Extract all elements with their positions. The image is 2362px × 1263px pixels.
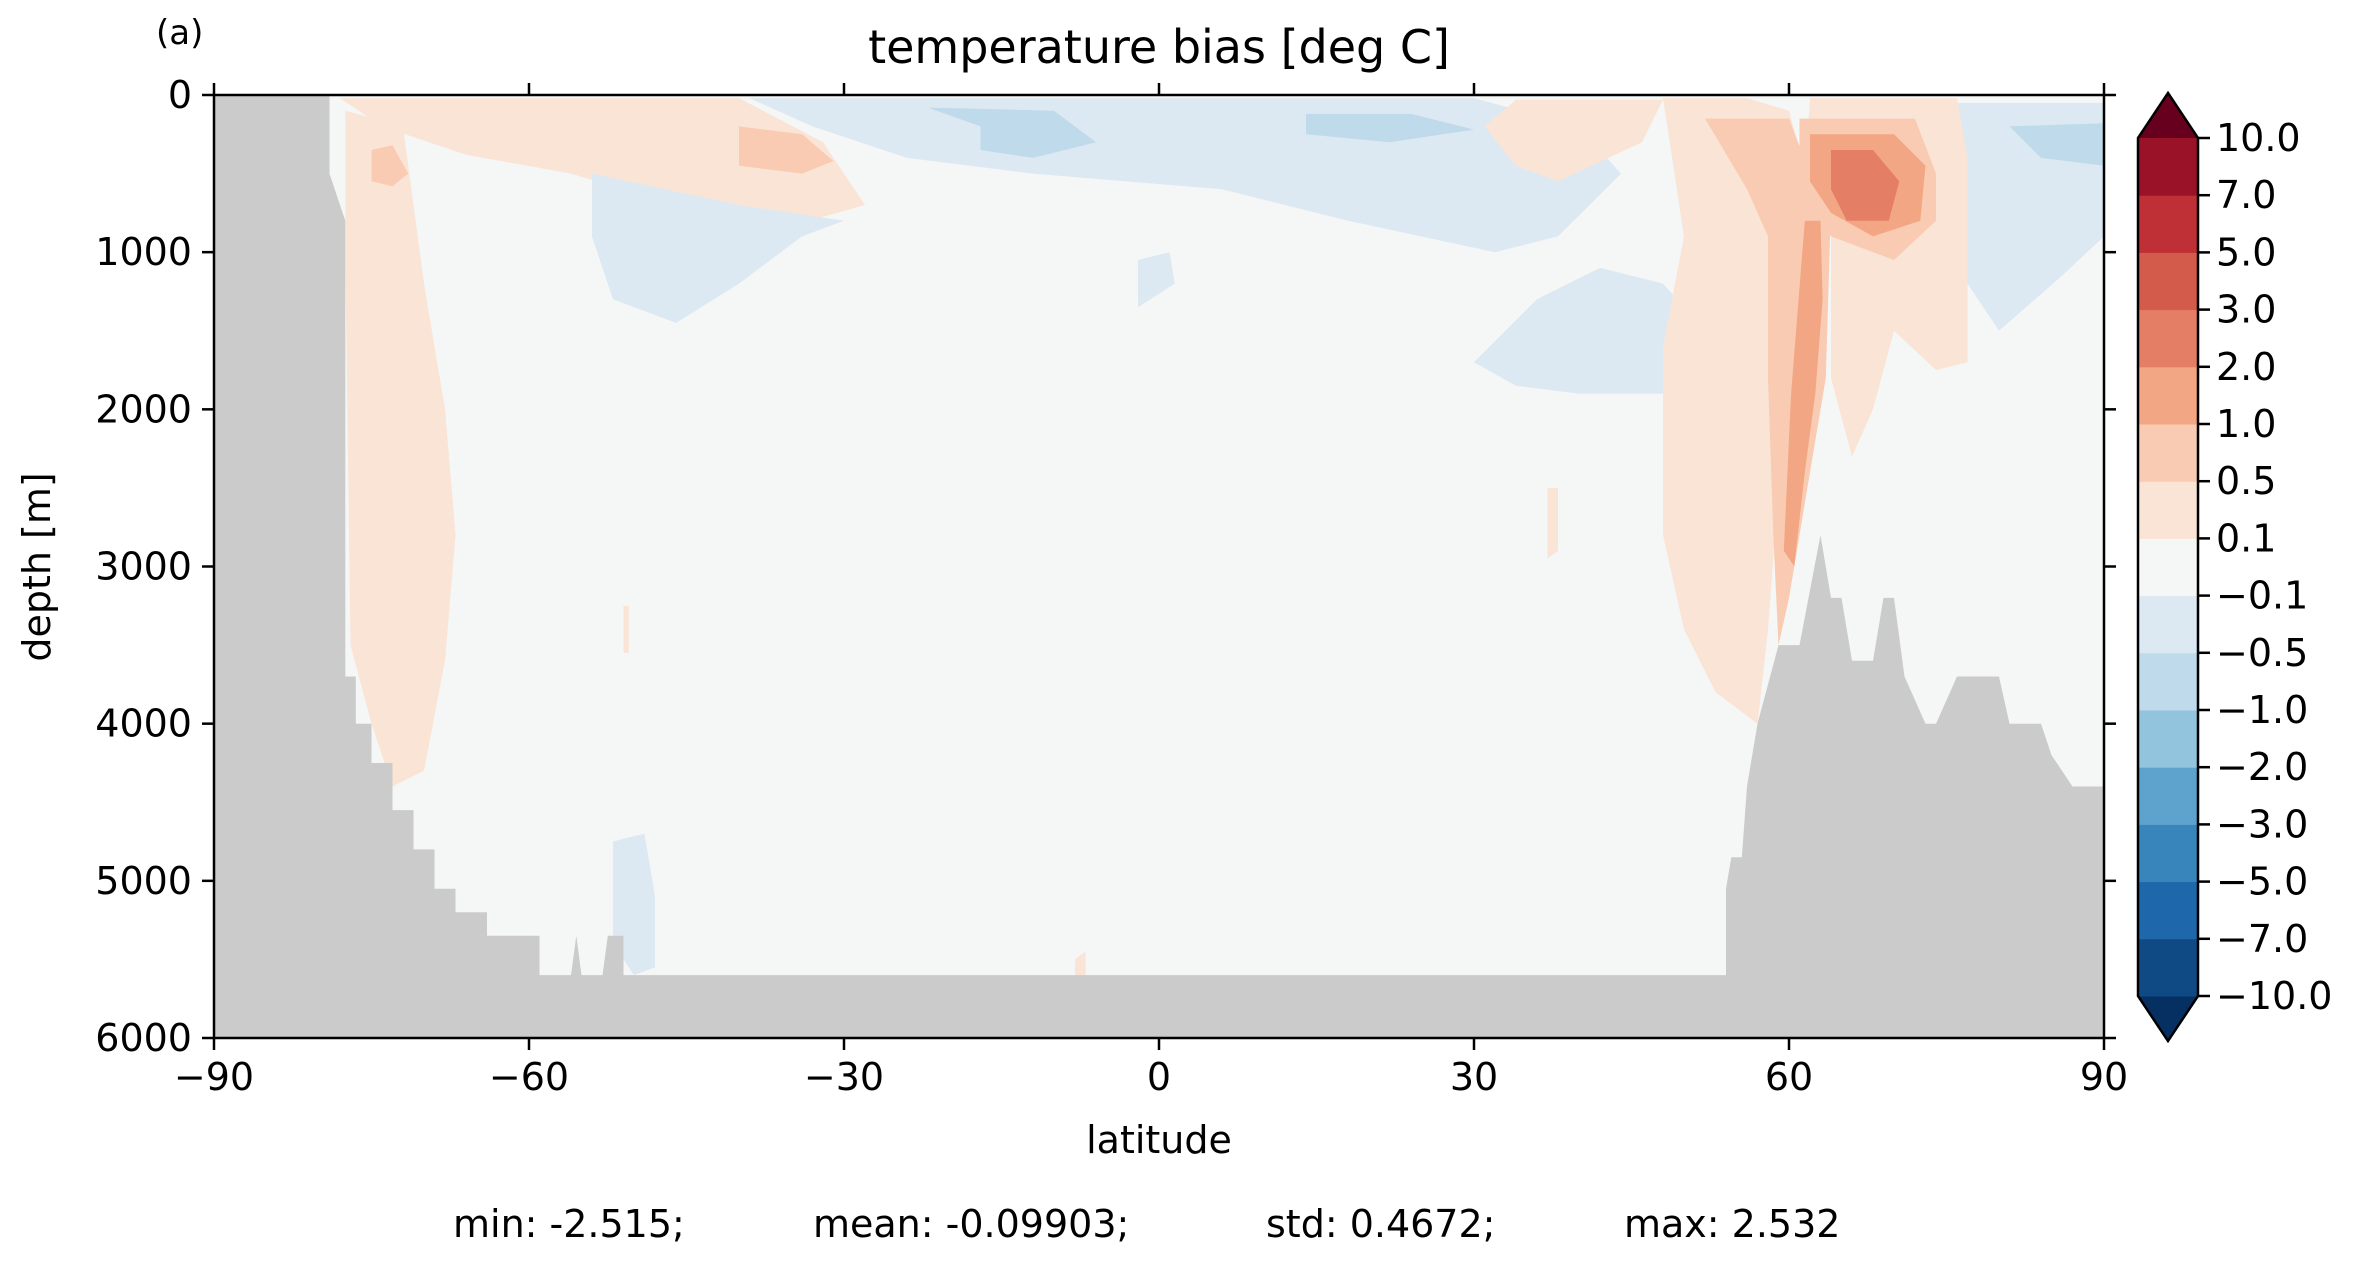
x-tick-label: −60 [489,1055,569,1099]
colorbar-under-arrow [2138,996,2198,1041]
plot-area [212,93,2106,1040]
anomaly-region-11 [1306,113,1474,143]
colorbar-tick-label: −3.0 [2216,802,2308,846]
anomaly-region-25 [623,605,629,653]
colorbar-tick-label: −1.0 [2216,688,2308,732]
seafloor-land-mask [214,95,2104,1038]
colorbar-tick-label: 0.5 [2216,459,2276,503]
panel-label: (a) [156,13,203,53]
colorbar-tick-label: 5.0 [2216,230,2276,274]
anomaly-region-10 [928,107,1096,158]
x-tick-label: −30 [804,1055,884,1099]
y-tick-label: 0 [168,73,192,117]
y-tick-label: 5000 [95,859,192,903]
chart-title: temperature bias [deg C] [868,20,1450,74]
stat-mean: mean: -0.09903; [813,1202,1129,1246]
colorbar-tick-label: 10.0 [2216,116,2301,160]
colorbar-over-arrow [2138,93,2198,138]
y-axis-label: depth [m] [15,472,59,661]
x-tick-label: 30 [1450,1055,1498,1099]
anomaly-region-4 [739,126,834,174]
colorbar-band [2138,824,2198,883]
statistics-line: min: -2.515; mean: -0.09903; std: 0.4672… [453,1202,1840,1246]
colorbar-tick-label: −5.0 [2216,860,2308,904]
colorbar-tick-label: −10.0 [2216,974,2332,1018]
y-tick-label: 4000 [95,702,192,746]
anomaly-region-1 [345,110,456,787]
y-tick-label: 2000 [95,387,192,431]
colorbar-band [2138,424,2198,482]
colorbar-tick-label: 3.0 [2216,288,2276,332]
anomaly-region-19 [1783,220,1823,567]
anomaly-region-2 [340,98,865,229]
anomaly-region-5 [592,173,844,323]
anomaly-region-3 [371,145,409,187]
colorbar-band [2138,195,2198,253]
colorbar-tick-label: 0.1 [2216,516,2276,560]
colorbar-band [2138,309,2198,368]
colorbar-band [2138,710,2198,768]
colorbar-band [2138,652,2198,711]
colorbar-tick-label: 7.0 [2216,173,2276,217]
x-tick-label: 90 [2080,1055,2128,1099]
colorbar-band [2138,538,2198,597]
colorbar-tick-label: −2.0 [2216,745,2308,789]
anomaly-region-7 [1138,252,1175,308]
anomaly-region-24 [1547,487,1558,559]
x-axis-label: latitude [1086,1118,1232,1162]
stat-std: std: 0.4672; [1266,1202,1495,1246]
colorbar-tick-label: −7.0 [2216,917,2308,961]
colorbar-band [2138,138,2198,196]
colorbar-band [2138,252,2198,311]
stat-max: max: 2.532 [1624,1202,1840,1246]
x-axis: −90 −60 −30 0 30 60 90 [174,83,2128,1099]
colorbar-band [2138,881,2198,940]
colorbar-band [2138,595,2198,654]
x-tick-label: 60 [1765,1055,1813,1099]
x-tick-label: −90 [174,1055,254,1099]
y-tick-label: 1000 [95,230,192,274]
y-axis: 0 1000 2000 3000 4000 5000 6000 [95,73,2116,1060]
y-tick-label: 3000 [95,545,192,589]
colorbar-band [2138,938,2198,997]
colorbar: −10.0 −7.0 −5.0 −3.0 −2.0 −1.0 −0.5 −0.1 0.1 0.5 1… [2136,90,2332,1044]
anomaly-contours [340,98,2104,991]
colorbar-tick-label: 2.0 [2216,345,2276,389]
colorbar-band [2138,767,2198,825]
y-tick-label: 6000 [95,1016,192,1060]
anomaly-region-14 [1484,99,1663,182]
colorbar-tick-label: −0.5 [2216,631,2308,675]
x-tick-label: 0 [1147,1055,1171,1099]
colorbar-tick-label: −0.1 [2216,574,2308,618]
colorbar-band [2138,366,2198,425]
colorbar-band [2138,481,2198,539]
anomaly-region-21 [1831,150,1900,221]
anomaly-region-13 [2009,123,2104,166]
stat-min: min: -2.515; [453,1202,685,1246]
anomaly-region-8 [1474,267,1705,394]
colorbar-tick-label: 1.0 [2216,402,2276,446]
